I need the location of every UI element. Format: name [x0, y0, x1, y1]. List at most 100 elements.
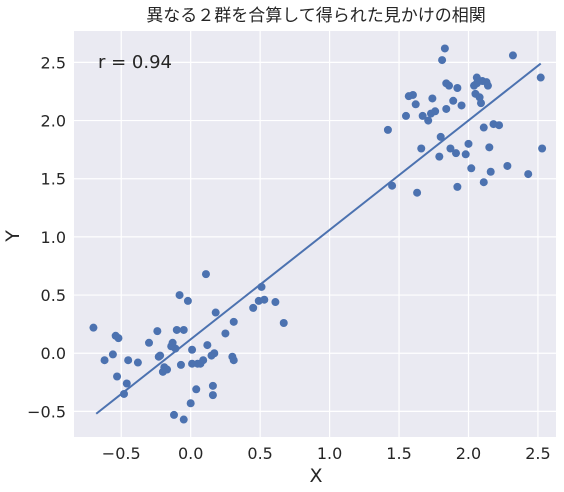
x-tick-label: 1.0	[317, 444, 342, 463]
data-point	[208, 381, 217, 390]
y-tick-label: 0.0	[41, 344, 66, 363]
plot-area	[74, 31, 556, 437]
data-point	[201, 270, 210, 279]
data-point	[208, 391, 217, 400]
data-point	[464, 139, 473, 148]
data-point	[120, 389, 129, 398]
data-point	[436, 132, 445, 141]
y-tick-label: 2.0	[41, 112, 66, 131]
data-point	[210, 349, 219, 358]
data-point	[483, 81, 492, 90]
data-point	[408, 90, 417, 99]
x-tick-label: 2.5	[525, 444, 550, 463]
data-point	[133, 358, 142, 367]
data-point	[446, 144, 455, 153]
correlation-annotation: r = 0.94	[98, 52, 172, 73]
data-point	[192, 385, 201, 394]
data-point	[183, 296, 192, 305]
data-point	[524, 170, 533, 179]
y-axis-label: Y	[2, 230, 24, 243]
data-point	[495, 121, 504, 130]
data-point	[188, 359, 197, 368]
data-point	[145, 338, 154, 347]
x-tick-label: 1.5	[386, 444, 411, 463]
data-point	[122, 379, 131, 388]
data-point	[271, 298, 280, 307]
y-tick-label: 1.5	[41, 170, 66, 189]
x-tick-label: 0.5	[247, 444, 272, 463]
data-point	[100, 356, 109, 365]
y-tick-label: 1.0	[41, 228, 66, 247]
data-point	[279, 318, 288, 327]
data-point	[179, 325, 188, 334]
data-point	[163, 365, 172, 374]
data-point	[188, 345, 197, 354]
data-point	[451, 149, 460, 158]
x-tick-label: −0.5	[102, 444, 141, 463]
data-point	[176, 360, 185, 369]
data-point	[503, 161, 512, 170]
data-point	[440, 44, 449, 53]
data-point	[485, 143, 494, 152]
data-point	[431, 107, 440, 116]
data-point	[449, 96, 458, 105]
data-point	[413, 188, 422, 197]
data-point	[186, 399, 195, 408]
data-point	[445, 81, 454, 90]
data-point	[486, 167, 495, 176]
data-point	[479, 123, 488, 132]
data-point	[108, 350, 117, 359]
x-tick-label: 0.0	[178, 444, 203, 463]
data-point	[418, 111, 427, 120]
data-point	[175, 291, 184, 300]
data-point	[113, 372, 122, 381]
data-point	[467, 164, 476, 173]
data-point	[221, 329, 230, 338]
data-point	[508, 51, 517, 60]
data-point	[89, 323, 98, 332]
chart-title: 異なる２群を合算して得られた見かけの相関	[146, 6, 486, 26]
data-point	[424, 116, 433, 125]
data-point	[538, 144, 547, 153]
y-tick-label: 0.5	[41, 286, 66, 305]
y-tick-label: 2.5	[41, 53, 66, 72]
data-point	[461, 150, 470, 159]
regression-line	[95, 62, 542, 415]
data-point	[153, 327, 162, 336]
data-point	[388, 181, 397, 190]
data-point	[457, 101, 466, 110]
data-point	[442, 104, 451, 113]
data-point	[536, 73, 545, 82]
data-point	[249, 303, 258, 312]
data-point	[411, 100, 420, 109]
data-point	[199, 356, 208, 365]
data-point	[171, 344, 180, 353]
data-point	[260, 295, 269, 304]
y-tick-label: −0.5	[27, 402, 66, 421]
data-point	[229, 317, 238, 326]
data-points	[89, 44, 547, 424]
data-point	[211, 308, 220, 317]
data-point	[435, 152, 444, 161]
data-point	[453, 84, 462, 93]
data-point	[203, 341, 212, 350]
data-point	[156, 351, 165, 360]
data-point	[428, 94, 437, 103]
y-axis-ticks: −0.5 0.0 0.5 1.0 1.5 2.0 2.5	[27, 53, 66, 421]
data-point	[179, 415, 188, 424]
data-point	[401, 111, 410, 120]
data-point	[417, 144, 426, 153]
data-point	[453, 182, 462, 191]
data-point	[476, 99, 485, 108]
data-point	[383, 125, 392, 134]
data-point	[124, 356, 133, 365]
x-axis-label: X	[309, 465, 322, 487]
trend-line-group	[95, 62, 542, 415]
x-tick-label: 2.0	[456, 444, 481, 463]
data-point	[479, 178, 488, 187]
data-point	[229, 356, 238, 365]
data-point	[172, 325, 181, 334]
data-point	[438, 56, 447, 65]
x-axis-ticks: −0.5 0.0 0.5 1.0 1.5 2.0 2.5	[102, 444, 551, 463]
